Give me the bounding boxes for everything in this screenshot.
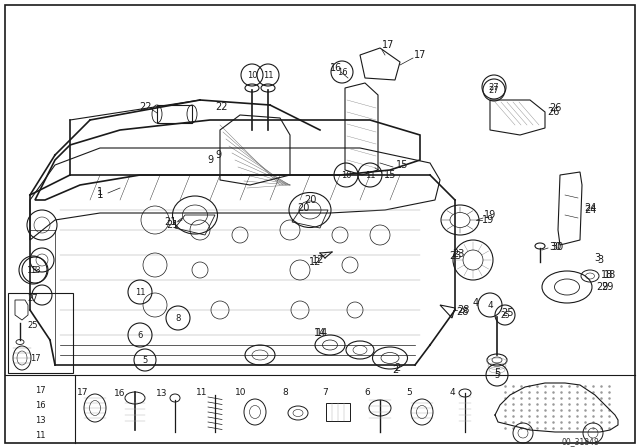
Text: 11: 11 (365, 171, 375, 180)
Text: 16: 16 (35, 401, 45, 409)
Text: 22: 22 (139, 102, 151, 112)
Text: 2: 2 (392, 365, 398, 375)
Text: 4: 4 (449, 388, 455, 396)
Text: 3: 3 (594, 253, 600, 263)
Text: 15: 15 (384, 170, 396, 180)
Text: 21: 21 (166, 220, 178, 230)
Text: 30: 30 (551, 242, 563, 252)
Text: 29: 29 (601, 282, 613, 292)
Text: 13: 13 (29, 266, 40, 275)
Text: 24: 24 (584, 203, 596, 213)
Text: 12: 12 (312, 255, 324, 265)
Text: 16: 16 (337, 68, 348, 77)
Text: 15: 15 (396, 160, 408, 170)
Text: 14: 14 (316, 328, 328, 338)
Text: 24: 24 (584, 205, 596, 215)
Text: 28: 28 (457, 305, 469, 315)
Text: 23: 23 (449, 251, 461, 261)
Text: 27: 27 (489, 82, 499, 91)
Text: 6: 6 (138, 331, 143, 340)
Text: 14: 14 (314, 328, 326, 338)
Text: 4: 4 (473, 298, 479, 308)
Text: 27: 27 (489, 86, 499, 95)
Bar (8, 293, 73, 373)
Text: 20: 20 (297, 203, 309, 213)
Text: 25: 25 (500, 310, 510, 319)
Text: 19: 19 (482, 215, 494, 225)
Text: 17: 17 (29, 353, 40, 362)
Bar (326, 403, 350, 421)
Text: 11: 11 (135, 288, 145, 297)
Text: 18: 18 (601, 270, 613, 280)
Text: 3: 3 (597, 255, 603, 265)
Text: 1: 1 (97, 187, 103, 197)
Text: 5: 5 (494, 370, 500, 379)
Text: 17: 17 (35, 385, 45, 395)
Text: 27: 27 (28, 293, 38, 302)
Text: 10: 10 (236, 388, 247, 396)
Text: 8: 8 (282, 388, 288, 396)
Text: 25: 25 (28, 320, 38, 329)
Text: 5: 5 (142, 356, 148, 365)
Text: 16: 16 (115, 388, 125, 397)
Text: 9: 9 (215, 150, 221, 160)
Text: 6: 6 (364, 388, 370, 396)
Text: 13: 13 (35, 415, 45, 425)
Text: 8: 8 (175, 314, 180, 323)
Text: 30: 30 (549, 242, 561, 252)
Text: 26: 26 (547, 107, 559, 117)
Bar (157, 105, 192, 123)
Text: 21: 21 (164, 217, 176, 227)
Text: 11: 11 (196, 388, 208, 396)
Text: 20: 20 (304, 195, 316, 205)
Text: 17: 17 (382, 40, 394, 50)
Text: 17: 17 (414, 50, 426, 60)
Text: 5: 5 (406, 388, 412, 396)
Text: 00_31848: 00_31848 (561, 438, 599, 447)
Text: 7: 7 (322, 388, 328, 396)
Text: 13: 13 (156, 388, 168, 397)
Text: 22: 22 (216, 102, 228, 112)
Text: 11: 11 (35, 431, 45, 439)
Text: 1: 1 (97, 190, 103, 200)
Text: 28: 28 (456, 307, 468, 317)
Text: 23: 23 (452, 249, 464, 259)
Text: 29: 29 (596, 282, 608, 292)
Text: 2: 2 (394, 363, 400, 373)
Text: 18: 18 (604, 270, 616, 280)
Text: 10: 10 (247, 70, 257, 79)
Text: 19: 19 (484, 210, 496, 220)
Text: 9: 9 (207, 155, 213, 165)
Text: 13: 13 (28, 266, 39, 275)
Text: 17: 17 (77, 388, 89, 396)
Text: 11: 11 (263, 70, 273, 79)
Text: 4: 4 (487, 301, 493, 310)
Text: 26: 26 (549, 103, 561, 113)
Text: 25: 25 (502, 308, 515, 318)
Text: 12: 12 (309, 257, 321, 267)
Text: 5: 5 (494, 368, 500, 378)
Text: 16: 16 (330, 63, 342, 73)
Text: 10: 10 (340, 171, 351, 180)
